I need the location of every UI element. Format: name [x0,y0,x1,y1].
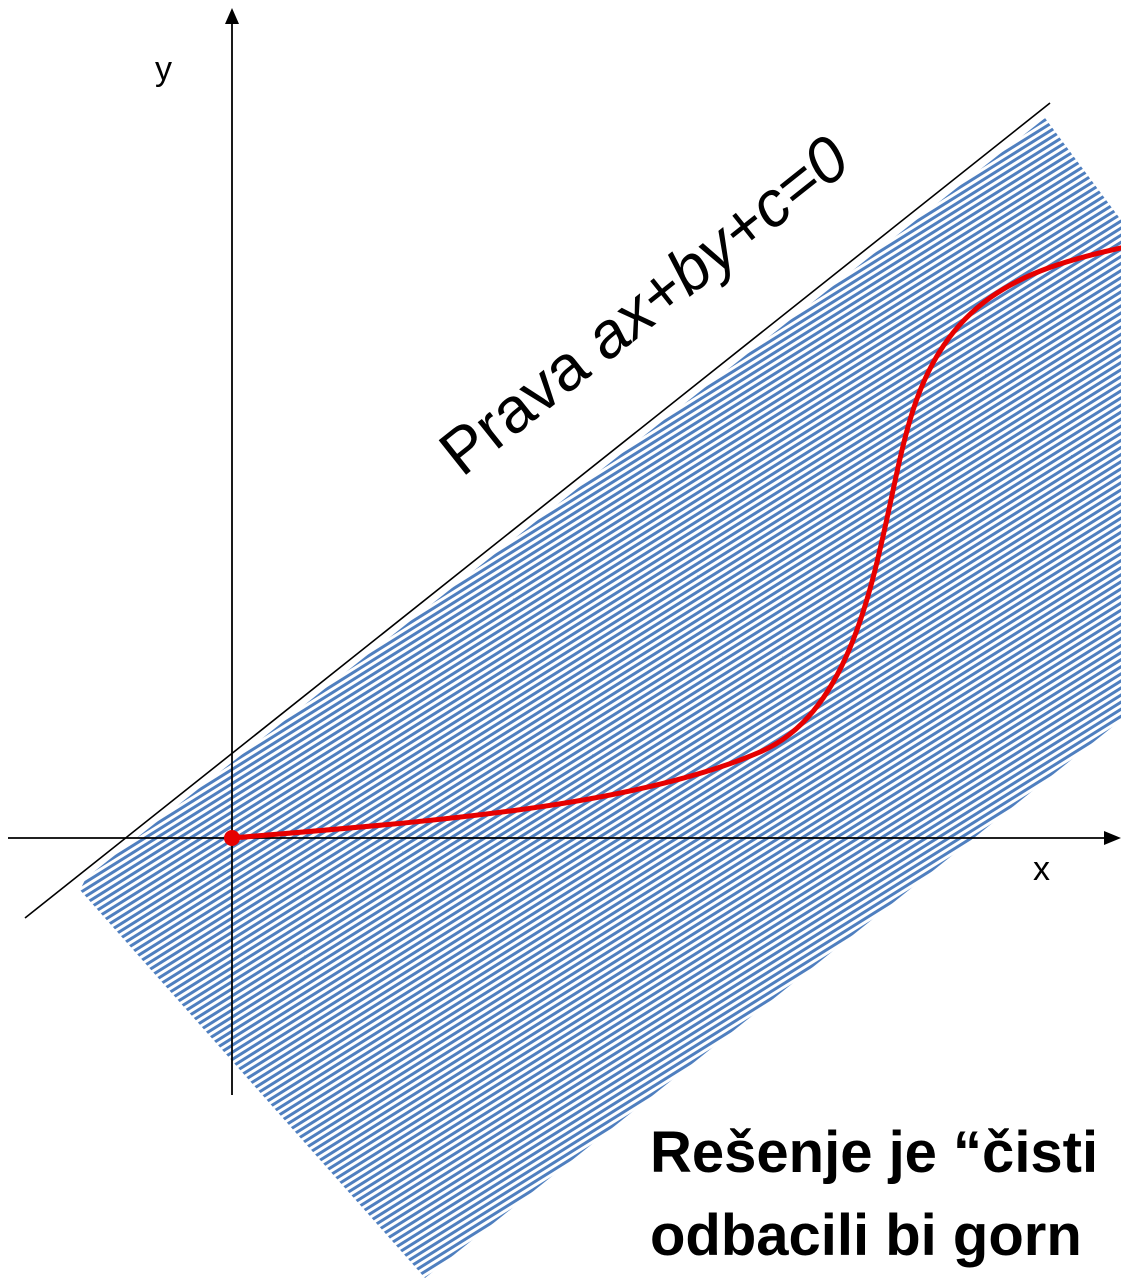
y-axis-label: y [155,50,172,88]
origin-point [224,830,240,846]
y-axis-arrow [225,8,239,24]
boundary-line [24,102,1051,919]
hatched-region [80,118,1121,1278]
caption-line-2: odbacili bi gorn [650,1203,1082,1268]
boundary-line-label-prefix: Prava [426,317,616,488]
x-axis-label: x [1033,850,1050,888]
x-axis-arrow [1104,831,1121,845]
path-curve [229,245,1121,841]
caption-line-1: Rešenje je “čisti [650,1120,1098,1185]
